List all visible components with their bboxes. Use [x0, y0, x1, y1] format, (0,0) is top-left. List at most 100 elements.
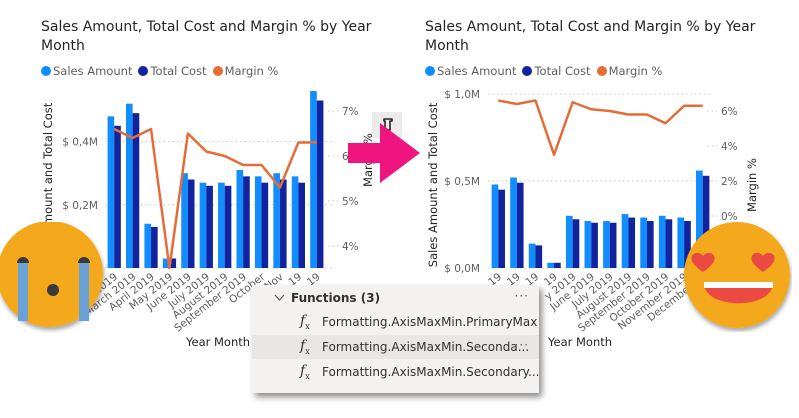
y-axis-title: Sales Amount and Total Cost [426, 102, 440, 267]
bar-total-cost[interactable] [114, 125, 121, 268]
bar-total-cost[interactable] [535, 245, 543, 268]
legend-dot-sales [425, 66, 435, 76]
chart-title: Sales Amount, Total Cost and Margin % by… [425, 19, 756, 54]
bar-total-cost[interactable] [261, 182, 269, 268]
bar-sales-amount[interactable] [528, 243, 536, 268]
right-chart-panel: Sales Amount, Total Cost and Margin % by… [400, 0, 799, 418]
function-icon: fx [300, 338, 310, 356]
bar-sales-amount[interactable] [254, 176, 262, 268]
y-tick-label: $ 1,0M [444, 89, 480, 101]
bar-total-cost[interactable] [224, 185, 232, 268]
functions-group-label: Functions (3) [291, 291, 381, 305]
legend-label: Total Cost [534, 64, 591, 78]
more-options-button[interactable]: ··· [514, 338, 529, 352]
y-tick-label: $ 0,0M [444, 263, 480, 275]
bar-sales-amount[interactable] [640, 217, 647, 268]
x-axis-title: Year Month [186, 335, 251, 349]
legend-dot-margin [212, 66, 223, 76]
chart-legend: Sales Amount Total Cost Margin % [425, 64, 662, 78]
y2-tick-label: 4% [721, 141, 738, 153]
bar-total-cost[interactable] [316, 100, 324, 269]
bar-total-cost[interactable] [169, 258, 177, 268]
y2-tick-label: 2% [721, 176, 738, 188]
bar-sales-amount[interactable] [236, 170, 244, 268]
legend-label: Total Cost [150, 64, 207, 78]
bar-total-cost[interactable] [206, 185, 213, 268]
bar-sales-amount[interactable] [677, 217, 685, 268]
bar-total-cost[interactable] [591, 222, 598, 268]
bar-sales-amount[interactable] [603, 221, 610, 268]
chart-legend: Sales Amount Total Cost Margin % [41, 64, 278, 78]
bar-total-cost[interactable] [554, 262, 561, 268]
bar-total-cost[interactable] [516, 182, 524, 268]
function-item[interactable]: fx Formatting.AxisMaxMin.Secondary... [252, 360, 539, 384]
legend-label: Sales Amount [437, 64, 517, 78]
legend-label: Margin % [608, 64, 663, 78]
bar-total-cost[interactable] [628, 217, 636, 268]
legend-label: Margin % [224, 64, 279, 78]
bar-sales-amount[interactable] [181, 173, 188, 268]
function-label: Formatting.AxisMaxMin.PrimaryMax [322, 315, 538, 329]
y2-tick-label: 5% [342, 196, 359, 208]
legend-item-margin[interactable]: Margin % [596, 64, 663, 78]
left-chart-panel: Sales Amount, Total Cost and Margin % by… [0, 0, 400, 418]
bar-sales-amount[interactable] [273, 173, 280, 268]
heart-eyes-emoji [684, 222, 790, 328]
legend-dot-cost [522, 66, 533, 76]
bar-total-cost[interactable] [243, 176, 250, 268]
chevron-down-icon [274, 294, 285, 301]
bar-total-cost[interactable] [132, 113, 140, 268]
bar-sales-amount[interactable] [547, 262, 555, 268]
bar-sales-amount[interactable] [125, 103, 133, 269]
bar-sales-amount[interactable] [621, 214, 629, 268]
function-item[interactable]: fx Formatting.AxisMaxMin.Seconda... ··· [252, 335, 539, 359]
bar-total-cost[interactable] [187, 179, 195, 268]
bar-total-cost[interactable] [646, 221, 654, 268]
bar-total-cost[interactable] [702, 175, 710, 268]
bar-sales-amount[interactable] [291, 176, 299, 268]
bar-total-cost[interactable] [498, 189, 505, 268]
line-margin-percent[interactable] [498, 99, 703, 156]
bar-sales-amount[interactable] [144, 223, 152, 268]
bar-sales-amount[interactable] [199, 182, 207, 268]
bar-total-cost[interactable] [684, 221, 691, 268]
bar-sales-amount[interactable] [565, 215, 573, 268]
y2-tick-label: 7% [342, 106, 359, 118]
y2-tick-label: 6% [721, 106, 738, 118]
y-tick-label: $ 0,5M [444, 176, 480, 188]
legend-item-cost[interactable]: Total Cost [522, 64, 591, 78]
bar-sales-amount[interactable] [584, 221, 592, 268]
functions-group-header[interactable]: Functions (3) [274, 291, 380, 305]
bar-total-cost[interactable] [298, 182, 306, 268]
bar-sales-amount[interactable] [510, 177, 517, 268]
bar-sales-amount[interactable] [162, 258, 170, 268]
bar-total-cost[interactable] [572, 219, 580, 268]
legend-item-margin[interactable]: Margin % [212, 64, 279, 78]
crying-face-emoji [0, 222, 103, 327]
legend-item-sales[interactable]: Sales Amount [425, 64, 516, 78]
function-label: Formatting.AxisMaxMin.Seconda... [322, 340, 530, 354]
bar-sales-amount[interactable] [658, 215, 666, 268]
bar-total-cost[interactable] [665, 219, 673, 268]
legend-label: Sales Amount [53, 64, 133, 78]
bar-sales-amount[interactable] [310, 91, 317, 268]
right-arrow-icon [348, 123, 420, 183]
bar-total-cost[interactable] [279, 179, 287, 268]
y2-axis-title: Margin % [745, 158, 759, 212]
bar-sales-amount[interactable] [218, 182, 225, 268]
bar-sales-amount[interactable] [696, 170, 703, 268]
bar-total-cost[interactable] [151, 226, 158, 268]
legend-dot-sales [41, 66, 51, 76]
legend-item-cost[interactable]: Total Cost [138, 64, 207, 78]
line-margin-percent[interactable] [113, 127, 317, 270]
bar-total-cost[interactable] [609, 222, 617, 268]
more-options-button[interactable]: ··· [514, 289, 529, 303]
bar-sales-amount[interactable] [491, 184, 499, 268]
function-item[interactable]: fx Formatting.AxisMaxMin.PrimaryMax [252, 310, 539, 334]
legend-dot-margin [596, 66, 607, 76]
legend-dot-cost [138, 66, 149, 76]
bar-sales-amount[interactable] [107, 116, 115, 268]
legend-item-sales[interactable]: Sales Amount [41, 64, 132, 78]
y-tick-label: $ 0,4M [62, 137, 98, 149]
